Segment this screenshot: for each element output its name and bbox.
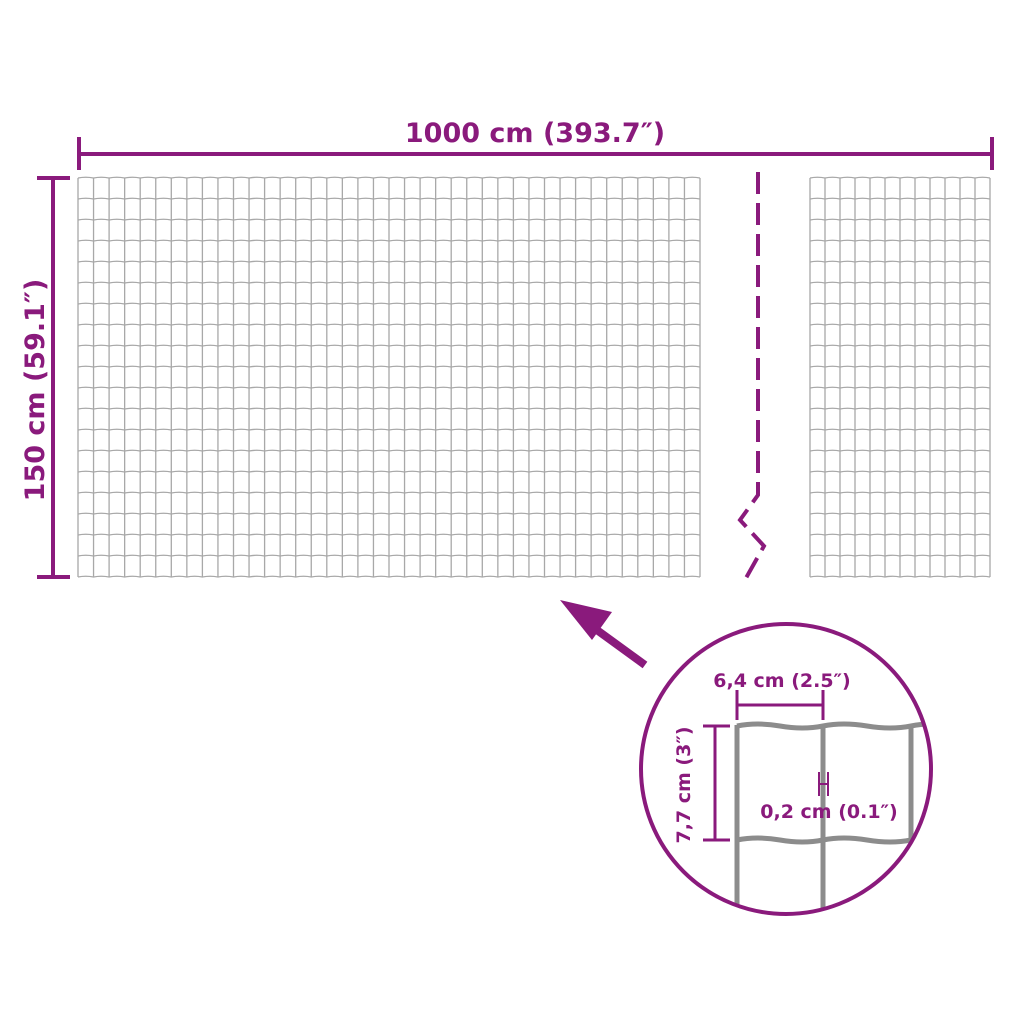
horizontal-wire xyxy=(77,386,701,389)
horizontal-wire xyxy=(77,218,701,221)
horizontal-wire xyxy=(77,197,701,200)
horizontal-wire xyxy=(77,365,701,368)
horizontal-wire xyxy=(809,365,991,368)
horizontal-wire xyxy=(77,428,701,431)
break-line-icon xyxy=(737,172,767,579)
horizontal-wire xyxy=(809,281,991,284)
horizontal-wire xyxy=(809,554,991,557)
mesh-width-dimension xyxy=(735,690,825,720)
horizontal-wire xyxy=(77,281,701,284)
detail-circle xyxy=(639,622,933,916)
height-dimension-line xyxy=(37,176,70,579)
horizontal-wire xyxy=(809,428,991,431)
horizontal-wire xyxy=(809,386,991,389)
horizontal-wire xyxy=(77,302,701,305)
horizontal-wire xyxy=(77,512,701,515)
horizontal-wire xyxy=(809,197,991,200)
horizontal-wire xyxy=(77,407,701,410)
horizontal-wire xyxy=(809,323,991,326)
mesh-panel-left xyxy=(77,176,701,578)
horizontal-wire xyxy=(77,239,701,242)
horizontal-wire xyxy=(809,449,991,452)
horizontal-wire xyxy=(809,470,991,473)
horizontal-wire xyxy=(77,260,701,263)
horizontal-wire xyxy=(77,344,701,347)
horizontal-wire xyxy=(809,491,991,494)
horizontal-wire xyxy=(809,512,991,515)
horizontal-wire xyxy=(77,575,701,578)
horizontal-wire xyxy=(77,491,701,494)
horizontal-wire xyxy=(809,575,991,578)
wire-thickness-label: 0,2 cm (0.1″) xyxy=(760,801,897,823)
mesh-height-dimension xyxy=(703,724,730,842)
horizontal-wire xyxy=(809,533,991,536)
horizontal-wire xyxy=(809,239,991,242)
horizontal-wire xyxy=(809,176,991,179)
horizontal-wire xyxy=(77,323,701,326)
horizontal-wire xyxy=(77,470,701,473)
horizontal-wire xyxy=(809,218,991,221)
length-dimension-line xyxy=(77,137,994,170)
horizontal-wire xyxy=(809,407,991,410)
length-label: 1000 cm (393.7″) xyxy=(405,118,665,149)
height-label: 150 cm (59.1″) xyxy=(20,279,51,502)
mesh-height-label: 7,7 cm (3″) xyxy=(673,726,695,843)
horizontal-wire xyxy=(77,449,701,452)
horizontal-wire xyxy=(809,302,991,305)
wire-thickness-dimension xyxy=(818,772,829,796)
horizontal-wire xyxy=(77,554,701,557)
arrow-up-left-icon xyxy=(560,600,648,669)
mesh-width-label: 6,4 cm (2.5″) xyxy=(713,670,850,692)
horizontal-wire xyxy=(809,260,991,263)
mesh-panel-right xyxy=(809,176,991,578)
horizontal-wire xyxy=(77,533,701,536)
horizontal-wire xyxy=(77,176,701,179)
horizontal-wire xyxy=(809,344,991,347)
